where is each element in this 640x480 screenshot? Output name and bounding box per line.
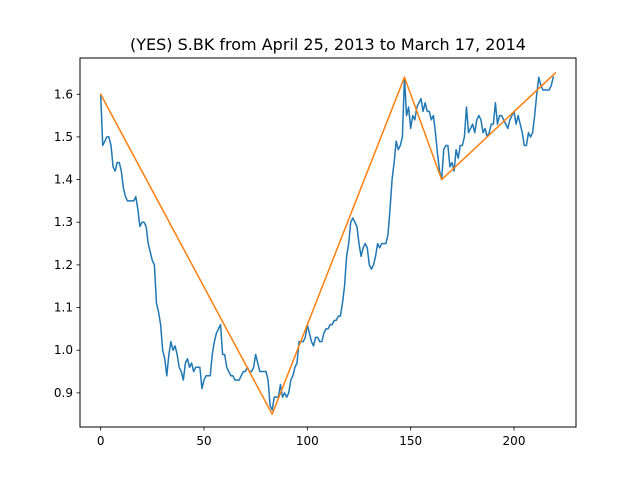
x-axis: 0 50 100 150 200 — [97, 427, 526, 448]
x-tick-label: 100 — [296, 434, 319, 448]
x-tick-label: 50 — [196, 434, 211, 448]
y-tick-label: 1.0 — [54, 343, 73, 357]
y-tick-label: 1.1 — [54, 301, 73, 315]
y-tick-label: 1.6 — [54, 87, 73, 101]
x-tick-label: 150 — [399, 434, 422, 448]
y-axis: 0.9 1.0 1.1 1.2 1.3 1.4 1.5 1.6 — [54, 87, 80, 400]
x-tick-label: 0 — [97, 434, 105, 448]
series-line-2 — [99, 71, 557, 415]
y-tick-label: 1.2 — [54, 258, 73, 272]
x-tick-label: 200 — [503, 434, 526, 448]
y-tick-label: 1.4 — [54, 173, 73, 187]
series-line-1 — [99, 76, 555, 411]
chart-title: (YES) S.BK from April 25, 2013 to March … — [130, 35, 526, 54]
y-tick-label: 1.5 — [54, 130, 73, 144]
plot-area — [99, 71, 557, 415]
y-tick-label: 1.3 — [54, 215, 73, 229]
y-tick-label: 0.9 — [54, 386, 73, 400]
axes-frame — [79, 57, 577, 428]
